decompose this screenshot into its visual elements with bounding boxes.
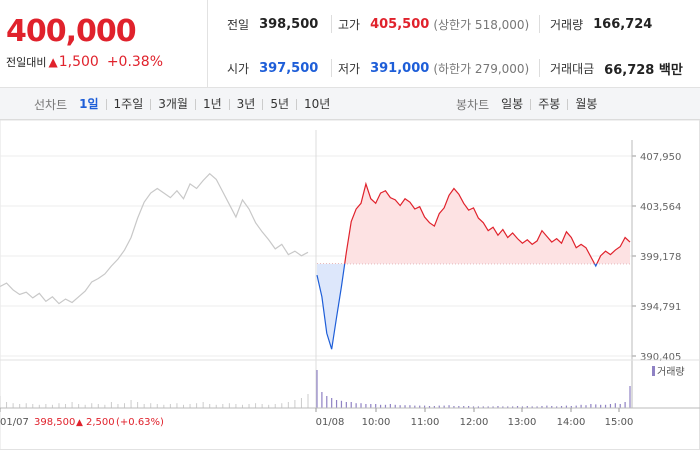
y-tick-label: 390,405 [640, 352, 681, 363]
x-tick-label: 14:00 [557, 417, 586, 428]
quote-header: 400,000 전일대비 ▲ 1,500 +0.38% 전일 398,500 고… [0, 0, 700, 88]
stat-open: 시가 397,500 [227, 60, 319, 76]
tab-weekly[interactable]: 주봉 [530, 98, 567, 110]
change-label: 전일대비 [6, 56, 47, 69]
stats-row: 전일 398,500 고가 405,500 (상한가 518,000) 거래량 … [209, 2, 700, 46]
y-tick-label: 394,791 [640, 302, 681, 313]
x-tick-label: 01/08 [316, 417, 345, 428]
stat-amount: 거래대금 66,728 백만 [539, 59, 683, 78]
prev-day-pct: (+0.63%) [116, 417, 164, 428]
line-chart-label: 선차트 [34, 97, 68, 112]
candle-chart-label: 봉차트 [456, 97, 490, 112]
tab-1w[interactable]: 1주일 [105, 98, 151, 110]
candle-chart-tabs: 봉차트 일봉 주봉 월봉 [456, 88, 604, 120]
up-arrow-icon: ▲ [76, 418, 83, 428]
x-tick-label: 12:00 [460, 417, 489, 428]
price-chart-svg: 407,950 403,564 399,178 394,791 390,405 거래량 01… [0, 119, 700, 450]
stat-low: 저가 391,000 (하한가 279,000) [331, 59, 529, 77]
volume-legend-swatch [652, 366, 655, 376]
price-summary: 400,000 전일대비 ▲ 1,500 +0.38% [0, 0, 208, 88]
today-up-line [344, 181, 631, 264]
tab-1d[interactable]: 1일 [79, 96, 99, 111]
x-tick-label: 15:00 [605, 417, 634, 428]
chart-border [0, 119, 700, 450]
line-chart-tabs: 선차트 1일 1주일 3개월 1년 3년 5년 10년 [34, 88, 337, 120]
tab-monthly[interactable]: 월봉 [567, 98, 604, 110]
prev-day-close: 398,500 [34, 417, 75, 428]
tab-daily[interactable]: 일봉 [501, 96, 524, 111]
volume-legend-label: 거래량 [657, 366, 685, 378]
price-change: 전일대비 ▲ 1,500 +0.38% [6, 54, 163, 70]
tab-3y[interactable]: 3년 [228, 98, 263, 110]
x-tick-label: 01/07 [0, 417, 29, 428]
prev-day-change: 2,500 [86, 417, 115, 428]
chart-toolbar: 선차트 1일 1주일 3개월 1년 3년 5년 10년 봉차트 일봉 주봉 월봉 [0, 88, 700, 120]
x-tick-label: 10:00 [362, 417, 391, 428]
y-tick-label: 403,564 [640, 202, 681, 213]
tab-10y[interactable]: 10년 [296, 98, 337, 110]
current-price: 400,000 [6, 14, 137, 49]
x-tick-label: 13:00 [508, 417, 537, 428]
stat-prev-close: 전일 398,500 [227, 16, 319, 32]
price-chart[interactable]: 407,950 403,564 399,178 394,791 390,405 거래량 01… [0, 119, 700, 450]
tab-1y[interactable]: 1년 [194, 98, 229, 110]
change-percent: +0.38% [106, 54, 164, 70]
today-up-area [317, 183, 630, 264]
stats-panel: 전일 398,500 고가 405,500 (상한가 518,000) 거래량 … [209, 0, 700, 88]
up-arrow-icon: ▲ [48, 55, 58, 69]
prev-day-line [0, 172, 309, 305]
y-tick-label: 407,950 [640, 152, 681, 163]
tab-3m[interactable]: 3개월 [150, 98, 195, 110]
tab-5y[interactable]: 5년 [262, 98, 296, 110]
stats-row: 시가 397,500 저가 391,000 (하한가 279,000) 거래대금… [209, 46, 700, 90]
change-amount: 1,500 [58, 54, 99, 70]
stat-high: 고가 405,500 (상한가 518,000) [331, 15, 529, 33]
stat-volume: 거래량 166,724 [539, 15, 652, 33]
x-tick-label: 11:00 [411, 417, 440, 428]
y-tick-label: 399,178 [640, 252, 681, 263]
